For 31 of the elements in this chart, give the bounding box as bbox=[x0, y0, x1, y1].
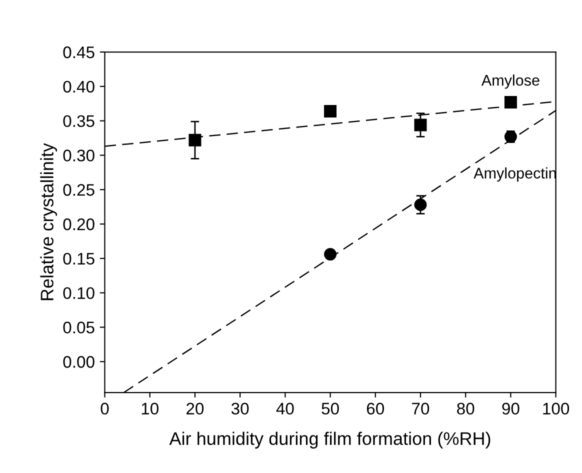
point bbox=[414, 118, 427, 132]
point bbox=[188, 134, 202, 146]
x-tick-label: 90 bbox=[502, 402, 520, 415]
y-tick-label: 0.15 bbox=[63, 252, 94, 265]
x-tick-label: 0 bbox=[100, 402, 109, 415]
x-tick-label: 30 bbox=[231, 402, 249, 415]
point bbox=[504, 96, 517, 109]
x-axis-title: Air humidity during film formation (%RH) bbox=[169, 432, 490, 449]
x-tick-label: 50 bbox=[322, 402, 339, 415]
y-tick-label: 0.05 bbox=[63, 322, 94, 334]
x-tick-label: 10 bbox=[142, 402, 158, 415]
y-tick-label: 0.25 bbox=[63, 184, 94, 196]
y-tick-label: 0.35 bbox=[63, 115, 94, 128]
y-tick-label: 0.00 bbox=[63, 356, 94, 368]
y-tick-label: 0.10 bbox=[63, 287, 94, 300]
x-tick-label: 80 bbox=[457, 402, 474, 415]
x-tick-label: 100 bbox=[543, 402, 570, 415]
point bbox=[324, 248, 337, 261]
y-tick-label: 0.30 bbox=[63, 150, 94, 162]
x-tick-label: 70 bbox=[412, 402, 430, 415]
point bbox=[324, 104, 337, 118]
series-label: Amylose bbox=[481, 74, 540, 89]
x-tick-label: 40 bbox=[276, 402, 294, 415]
x-tick-label: 60 bbox=[366, 402, 384, 415]
y-tick-label: 0.40 bbox=[63, 80, 94, 93]
y-tick-label: 0.45 bbox=[63, 46, 94, 58]
text: Amylopectin bbox=[474, 167, 556, 182]
x-tick-label: 20 bbox=[186, 402, 204, 415]
point bbox=[414, 198, 427, 212]
y-tick-label: 0.20 bbox=[63, 218, 94, 230]
y-axis-title: Relative crystallinity bbox=[40, 143, 58, 300]
